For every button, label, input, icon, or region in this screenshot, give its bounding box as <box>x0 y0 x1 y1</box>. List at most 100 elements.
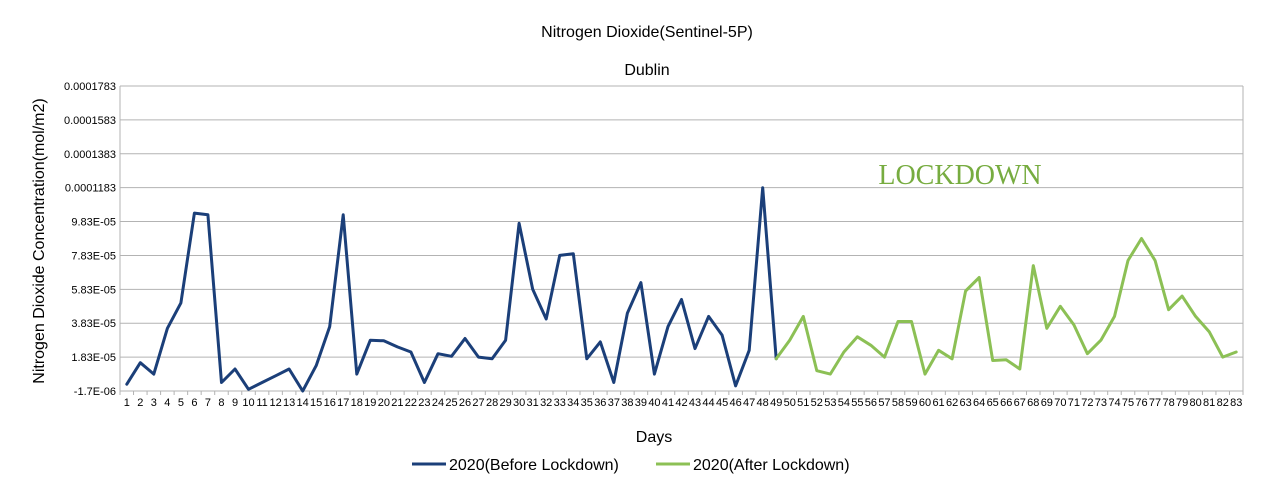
x-tick-label: 69 <box>1041 397 1053 409</box>
x-tick-label: 73 <box>1095 397 1107 409</box>
legend: 2020(Before Lockdown) 2020(After Lockdow… <box>412 457 850 474</box>
x-tick-label: 79 <box>1176 397 1188 409</box>
x-tick-label: 57 <box>878 397 890 409</box>
x-tick-label: 62 <box>946 397 958 409</box>
x-tick-label: 31 <box>527 397 539 409</box>
x-tick-label: 18 <box>351 397 363 409</box>
x-tick-label: 10 <box>242 397 254 409</box>
x-tick-label: 36 <box>594 397 606 409</box>
x-tick-label: 7 <box>205 397 211 409</box>
x-tick-label: 60 <box>919 397 931 409</box>
gridlines <box>119 85 1244 392</box>
x-tick-label: 51 <box>797 397 809 409</box>
x-tick-label: 42 <box>675 397 687 409</box>
x-tick-label: 22 <box>405 397 417 409</box>
y-tick-label: 7.83E-05 <box>71 250 116 262</box>
x-tick-label: 81 <box>1203 397 1215 409</box>
x-tick-label: 66 <box>1000 397 1012 409</box>
x-tick-label: 32 <box>540 397 552 409</box>
x-tick-label: 29 <box>499 397 511 409</box>
x-tick-label: 39 <box>635 397 647 409</box>
x-tick-label: 11 <box>256 397 267 409</box>
x-tick-label: 6 <box>191 397 197 409</box>
x-tick-label: 54 <box>838 397 850 409</box>
x-tick-label: 74 <box>1108 397 1120 409</box>
y-tick-label: 1.83E-05 <box>71 352 116 364</box>
x-tick-label: 45 <box>716 397 728 409</box>
x-tick-label: 38 <box>621 397 633 409</box>
x-tick-label: 37 <box>608 397 620 409</box>
y-tick-label: 0.0001583 <box>64 115 116 127</box>
y-tick-label: 0.0001783 <box>64 81 116 93</box>
y-tick-label: 9.83E-05 <box>71 217 116 229</box>
chart-title: Nitrogen Dioxide(Sentinel-5P) <box>541 24 753 41</box>
x-tick-label: 28 <box>486 397 498 409</box>
y-tick-label: 5.83E-05 <box>71 284 116 296</box>
x-tick-label: 40 <box>648 397 660 409</box>
x-tick-label: 50 <box>784 397 796 409</box>
x-tick-label: 59 <box>905 397 917 409</box>
x-tick-label: 34 <box>567 397 579 409</box>
x-tick-label: 41 <box>662 397 674 409</box>
x-tick-label: 67 <box>1014 397 1026 409</box>
x-tick-label: 58 <box>892 397 904 409</box>
legend-label-before-lockdown: 2020(Before Lockdown) <box>449 457 619 474</box>
y-axis-ticks: 0.0001783 0.0001583 0.0001383 0.0001183 9.83… <box>64 81 116 398</box>
x-tick-label: 65 <box>987 397 999 409</box>
y-tick-label: 3.83E-05 <box>71 318 116 330</box>
x-tick-label: 13 <box>283 397 295 409</box>
x-tick-label: 4 <box>164 397 170 409</box>
x-tick-label: 48 <box>757 397 769 409</box>
x-tick-label: 16 <box>324 397 336 409</box>
x-tick-label: 64 <box>973 397 985 409</box>
x-tick-label: 9 <box>232 397 238 409</box>
x-tick-label: 82 <box>1217 397 1229 409</box>
x-tick-label: 46 <box>729 397 741 409</box>
x-tick-label: 3 <box>151 397 157 409</box>
series-lines <box>125 186 1238 393</box>
x-tick-label: 68 <box>1027 397 1039 409</box>
x-tick-label: 30 <box>513 397 525 409</box>
x-tick-label: 83 <box>1230 397 1242 409</box>
series-line-before-lockdown <box>125 186 778 393</box>
lockdown-annotation: LOCKDOWN <box>878 160 1041 191</box>
x-tick-label: 15 <box>310 397 322 409</box>
x-tick-label: 52 <box>811 397 823 409</box>
x-tick-label: 26 <box>459 397 471 409</box>
x-tick-label: 47 <box>743 397 755 409</box>
x-tick-label: 77 <box>1149 397 1161 409</box>
x-tick-label: 53 <box>824 397 836 409</box>
x-tick-label: 44 <box>702 397 714 409</box>
x-tick-label: 33 <box>554 397 566 409</box>
x-tick-label: 63 <box>960 397 972 409</box>
y-axis-label: Nitrogen Dioxide Concentration(mol/m2) <box>31 98 48 383</box>
x-tick-label: 55 <box>851 397 863 409</box>
chart-subtitle: Dublin <box>624 62 669 79</box>
x-tick-label: 43 <box>689 397 701 409</box>
x-tick-label: 20 <box>378 397 390 409</box>
x-tick-label: 75 <box>1122 397 1134 409</box>
x-tick-label: 1 <box>124 397 130 409</box>
x-tick-label: 49 <box>770 397 782 409</box>
x-tick-label: 78 <box>1162 397 1174 409</box>
y-tick-label: 0.0001383 <box>64 149 116 161</box>
legend-label-after-lockdown: 2020(After Lockdown) <box>693 457 850 474</box>
x-tick-label: 35 <box>581 397 593 409</box>
x-tick-label: 19 <box>364 397 376 409</box>
x-tick-label: 2 <box>137 397 143 409</box>
x-tick-label: 70 <box>1054 397 1066 409</box>
x-tick-label: 61 <box>932 397 944 409</box>
x-tick-label: 27 <box>472 397 484 409</box>
x-tick-label: 21 <box>391 397 403 409</box>
x-axis-label: Days <box>636 429 672 446</box>
x-tick-label: 56 <box>865 397 877 409</box>
x-tick-label: 17 <box>337 397 349 409</box>
x-tick-label: 24 <box>432 397 444 409</box>
x-axis-ticks: 1 2 3 4 5 6 7 8 9 10 11 12 13 14 15 16 17 18 19 20 21 22 23 24 2… <box>119 391 1244 409</box>
x-tick-label: 23 <box>418 397 430 409</box>
x-tick-label: 71 <box>1068 397 1080 409</box>
y-tick-label: -1.7E-06 <box>74 386 116 398</box>
x-tick-label: 14 <box>297 397 309 409</box>
series-line-after-lockdown <box>774 237 1238 376</box>
y-tick-label: 0.0001183 <box>65 183 116 195</box>
